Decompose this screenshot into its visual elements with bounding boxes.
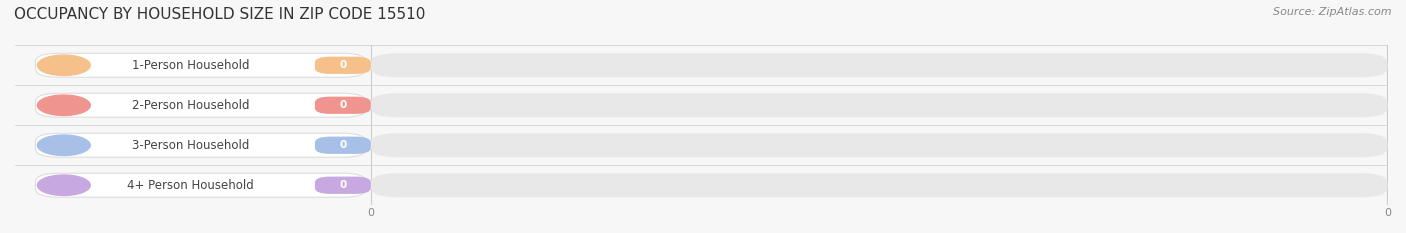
Ellipse shape (38, 95, 90, 116)
FancyBboxPatch shape (35, 133, 366, 157)
Text: 4+ Person Household: 4+ Person Household (128, 179, 254, 192)
Text: 1-Person Household: 1-Person Household (132, 59, 249, 72)
Text: 3-Person Household: 3-Person Household (132, 139, 249, 152)
FancyBboxPatch shape (371, 53, 1388, 77)
FancyBboxPatch shape (371, 133, 1388, 157)
FancyBboxPatch shape (315, 97, 371, 114)
Ellipse shape (38, 135, 90, 155)
FancyBboxPatch shape (315, 57, 371, 74)
Text: 2-Person Household: 2-Person Household (132, 99, 249, 112)
FancyBboxPatch shape (315, 177, 371, 194)
Text: 0: 0 (339, 140, 346, 150)
FancyBboxPatch shape (35, 53, 366, 77)
Text: Source: ZipAtlas.com: Source: ZipAtlas.com (1274, 7, 1392, 17)
Ellipse shape (38, 175, 90, 195)
Text: 0: 0 (339, 180, 346, 190)
FancyBboxPatch shape (35, 173, 366, 197)
FancyBboxPatch shape (371, 173, 1388, 197)
Text: 0: 0 (339, 60, 346, 70)
Text: 0: 0 (339, 100, 346, 110)
Ellipse shape (38, 55, 90, 75)
Text: OCCUPANCY BY HOUSEHOLD SIZE IN ZIP CODE 15510: OCCUPANCY BY HOUSEHOLD SIZE IN ZIP CODE … (14, 7, 426, 22)
FancyBboxPatch shape (371, 93, 1388, 117)
FancyBboxPatch shape (35, 93, 366, 117)
FancyBboxPatch shape (315, 137, 371, 154)
